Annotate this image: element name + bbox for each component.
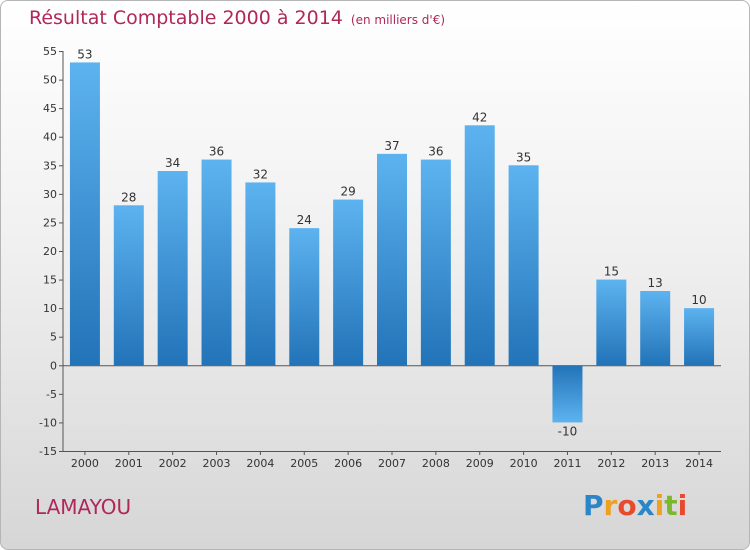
logo-letter: i — [677, 489, 688, 522]
y-tick-label: -10 — [39, 416, 57, 429]
bar-2008 — [420, 159, 451, 366]
x-tick-label: 2008 — [422, 457, 450, 470]
bar-2005 — [289, 228, 320, 366]
x-tick-label: 2004 — [246, 457, 274, 470]
x-tick-label: 2005 — [290, 457, 318, 470]
y-tick-label: 30 — [43, 188, 57, 201]
data-label-2001: 28 — [121, 190, 136, 204]
y-tick-label: 15 — [43, 274, 57, 287]
y-tick-label: 50 — [43, 74, 57, 87]
y-tick-label: 5 — [50, 331, 57, 344]
x-tick-label: 2010 — [510, 457, 538, 470]
data-label-2010: 35 — [516, 150, 531, 164]
x-tick-label: 2012 — [597, 457, 625, 470]
y-tick-label: -15 — [39, 445, 57, 458]
chart-data-labels: 53 28 34 36 32 24 29 37 36 42 35 -10 15 13 10 — [77, 47, 706, 438]
bar-2011 — [552, 365, 583, 423]
data-label-2013: 13 — [648, 276, 663, 290]
x-tick-label: 2013 — [641, 457, 669, 470]
bar-2006 — [333, 199, 364, 366]
proxiti-logo: Proxiti — [583, 489, 687, 522]
data-label-2000: 53 — [77, 47, 92, 61]
x-tick-label: 2009 — [466, 457, 494, 470]
data-label-2004: 32 — [253, 167, 268, 181]
chart-bars — [69, 62, 715, 423]
data-label-2006: 29 — [340, 185, 355, 199]
y-tick-label: 20 — [43, 245, 57, 258]
bar-2002 — [157, 171, 188, 366]
y-tick-label: -5 — [46, 388, 57, 401]
x-tick-label: 2006 — [334, 457, 362, 470]
data-label-2011: -10 — [558, 424, 578, 438]
data-label-2012: 15 — [604, 265, 619, 279]
x-tick-label: 2014 — [685, 457, 713, 470]
x-tick-label: 2000 — [71, 457, 99, 470]
bar-2012 — [596, 279, 627, 366]
bar-2007 — [377, 153, 407, 366]
y-tick-label: 35 — [43, 159, 57, 172]
x-tick-label: 2003 — [203, 457, 231, 470]
bar-2013 — [640, 291, 671, 366]
y-tick-label: 25 — [43, 216, 57, 229]
logo-letter: t — [664, 489, 678, 522]
data-label-2008: 36 — [428, 145, 443, 159]
data-label-2005: 24 — [297, 213, 312, 227]
data-label-2002: 34 — [165, 156, 180, 170]
bar-2000 — [69, 62, 100, 366]
chart-title: Résultat Comptable 2000 à 2014 — [29, 7, 343, 29]
y-tick-label: 10 — [43, 302, 57, 315]
y-tick-label: 0 — [50, 359, 57, 372]
logo-letter: r — [603, 489, 618, 522]
logo-letter: x — [636, 489, 655, 522]
bar-2014 — [684, 308, 715, 366]
data-label-2003: 36 — [209, 145, 224, 159]
y-tick-label: 40 — [43, 131, 57, 144]
chart-subtitle: (en milliers d'€) — [350, 13, 446, 27]
x-tick-label: 2011 — [553, 457, 581, 470]
y-tick-label: 55 — [43, 45, 57, 58]
logo-letter: i — [654, 489, 665, 522]
bar-2001 — [113, 205, 144, 366]
data-label-2014: 10 — [691, 293, 706, 307]
x-tick-label: 2001 — [115, 457, 143, 470]
commune-name: LAMAYOU — [35, 495, 132, 519]
bar-2010 — [508, 165, 539, 366]
bar-2009 — [464, 125, 495, 366]
bar-2004 — [245, 182, 276, 366]
bar-2003 — [201, 159, 232, 366]
data-label-2007: 37 — [384, 139, 399, 153]
x-tick-label: 2002 — [159, 457, 187, 470]
y-tick-label: 45 — [43, 102, 57, 115]
logo-letter: o — [617, 489, 637, 522]
data-label-2009: 42 — [472, 110, 487, 124]
chart-title-wrap: Résultat Comptable 2000 à 2014 (en millie… — [29, 7, 445, 29]
x-tick-label: 2007 — [378, 457, 406, 470]
logo-letter: P — [583, 489, 604, 522]
